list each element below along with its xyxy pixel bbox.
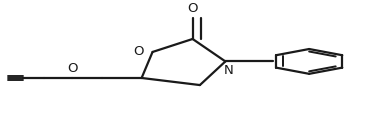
Text: O: O xyxy=(188,2,198,15)
Text: N: N xyxy=(224,64,233,77)
Text: O: O xyxy=(67,62,78,75)
Text: O: O xyxy=(133,45,143,58)
